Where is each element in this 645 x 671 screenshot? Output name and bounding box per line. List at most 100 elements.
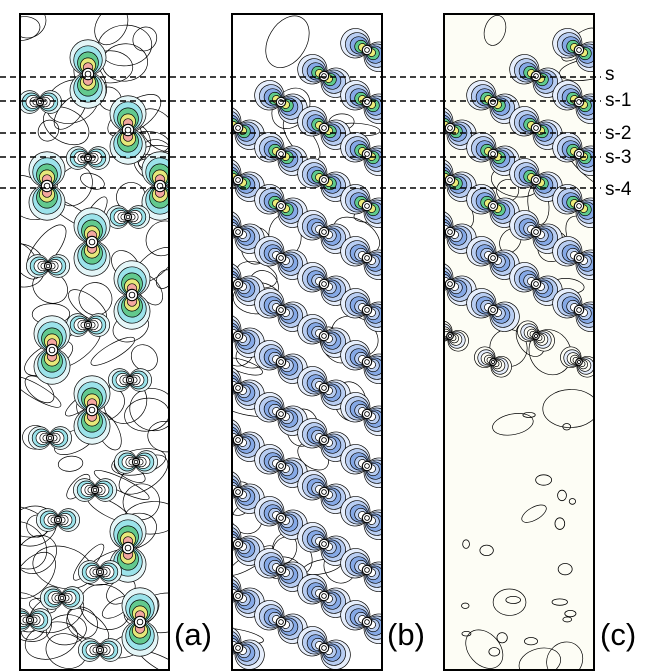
panel-b-site-10-core-inner [321,177,327,183]
panel-b-site-2-core [318,70,330,82]
panel-c-site-10-core-inner [533,177,539,183]
panel-c-site-2-core [530,70,542,82]
panel-a-site-7-core [85,235,99,249]
panel-c-frame [443,13,595,671]
panel-a-site-1-core-inner [37,99,43,105]
panel-b-site-30 [297,418,351,462]
panel-c-site-5-core-inner [490,151,496,157]
panel-c-residual-contour-2 [461,630,472,637]
panel-a-contour-line-29 [130,344,158,372]
panel-b-site-25-core-inner [278,411,284,417]
panel-c-site-15 [552,184,594,228]
panel-a-contour-line-46 [155,269,169,289]
panel-c-site-14-core-inner [533,229,539,235]
panel-c-site-6-core [530,122,542,134]
panel-c-site-4-core-inner [447,177,453,183]
panel-a-label: (a) [173,617,213,652]
panel-b-site-25 [254,392,308,436]
panel-b-site-34 [297,470,351,514]
panel-b-site-41 [254,600,308,644]
panel-b-site-16 [232,314,265,358]
panel-c-site-0-core-inner [447,125,453,131]
panel-c-site-8-core-inner [447,229,453,235]
panel-b-site-8-core [232,226,244,238]
panel-b-site-33-core [275,512,287,524]
panel-c-site-14-core [530,226,542,238]
panel-b-site-19 [340,236,382,280]
panel-c-site-18-core [530,278,542,290]
panel-b-contour-line-4 [232,357,263,376]
panel-b-site-40 [232,626,265,670]
panel-b-site-13-core [275,252,287,264]
panel-a-site-5-core [153,179,167,193]
panel-a-contour-line-6 [132,26,158,52]
panel-b-site-8-core-inner [235,229,241,235]
panel-c-site-10 [509,158,563,202]
panel-b-site-6-core [318,122,330,134]
panel-b-site-24-core [232,434,244,446]
panel-b [231,13,383,671]
panel-a-site-10 [66,313,110,337]
panel-c-residual-contour-17 [557,563,573,576]
panel-a-site-7-core-inner [88,238,96,246]
panel-b-site-36-core [232,590,244,602]
panel-c-site-13 [466,236,520,280]
panel-c-site-8 [444,210,477,254]
panel-b-site-35-core-inner [364,463,370,469]
panel-c-residual-contour-10 [462,539,470,549]
panel-b-site-23 [340,288,382,332]
panel-b-site-29 [254,444,308,488]
panel-b-site-39-core-inner [364,515,370,521]
panel-c-site-12-core-inner [447,281,453,287]
panel-a-site-17 [36,508,80,532]
panel-b-site-13 [254,236,308,280]
panel-b-site-28-core [232,486,244,498]
panel-b-site-4-core-inner [235,177,241,183]
panel-c-site-23-core-inner [576,307,582,313]
panel-a-site-5 [141,151,169,221]
panel-a-contour-line-27 [111,448,166,476]
panel-c-site-3-core [573,44,585,56]
panel-b-site-44-core [318,642,330,654]
panel-a-site-22 [78,638,122,662]
panel-a-contour-line-60 [20,535,57,574]
panel-b-site-9-core-inner [278,203,284,209]
panel-a-site-8-core [43,261,53,271]
panel-a-site-16 [73,478,117,502]
panel-b-contour-line-6 [265,15,310,68]
panel-c-residual-contour-3 [557,489,567,502]
panel-a-contour-line-38 [20,242,41,280]
panel-c-site-23 [552,288,594,332]
panel-a-site-19-core-inner [97,569,103,575]
panel-b-site-11 [340,132,382,176]
panel-b-site-44 [297,626,351,670]
panel-b-site-14-core [318,226,330,238]
panel-c-site-22 [517,320,555,352]
panel-a-site-23-core-inner [27,617,33,623]
panel-a-site-13 [73,375,111,445]
panel-b-site-23-core-inner [364,307,370,313]
panel-b-site-45-core-inner [364,619,370,625]
panel-c-site-7-core-inner [576,99,582,105]
panel-b-site-28 [232,470,265,514]
panel-b-site-36-core-inner [235,593,241,599]
panel-a-site-20-core-inner [59,595,65,601]
panel-b-site-42 [297,574,351,618]
panel-a-site-14 [28,426,72,450]
panel-a-site-2 [109,95,147,165]
panel-c-site-12 [444,262,477,306]
panel-c-contours [444,14,594,670]
panel-a-frame [19,13,170,671]
panel-c-site-9-core-inner [490,203,496,209]
panel-b-contour-line-22 [297,442,329,471]
panel-c-site-27-core [575,358,583,366]
panel-c-contour-line-8 [492,588,527,616]
panel-c-site-16-core-inner [447,333,453,339]
panel-b-site-41-core-inner [278,619,284,625]
panel-c-site-16 [444,320,469,352]
panel-c-residual-contour-7 [461,602,470,609]
panel-c-site-11 [552,132,594,176]
panel-c-contour-line-0 [521,504,547,523]
panel-b-site-20-core-inner [235,385,241,391]
panel-b-site-37 [254,548,308,592]
